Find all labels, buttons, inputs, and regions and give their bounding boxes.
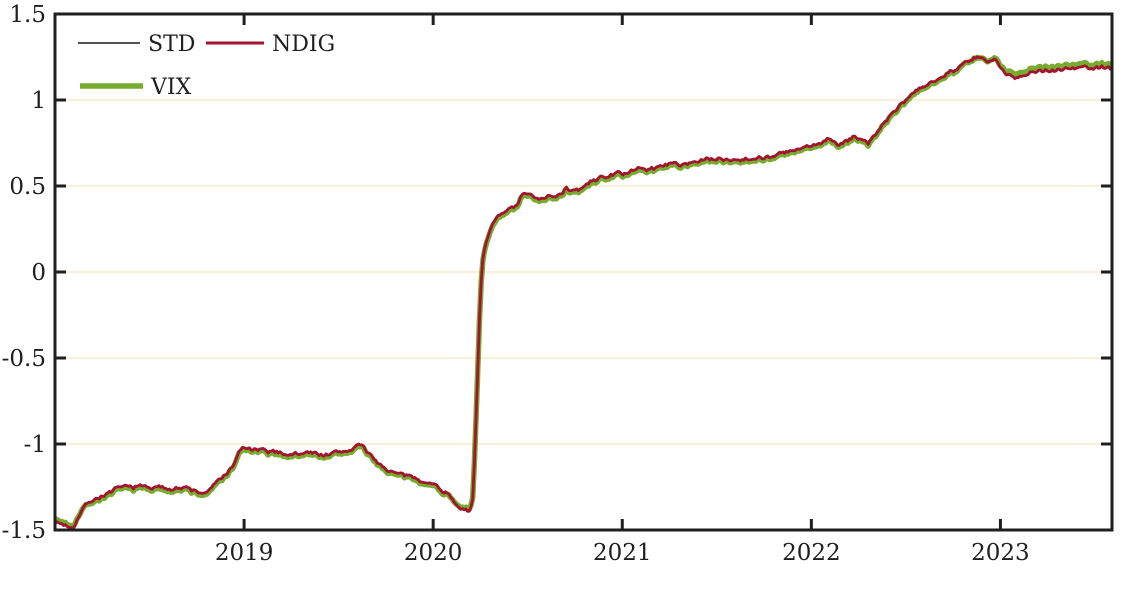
y-tick-label: -1 <box>24 432 46 458</box>
y-tick-label: 0 <box>31 260 46 286</box>
y-tick-label: 0.5 <box>9 174 46 200</box>
legend-label-std: STD <box>148 32 195 57</box>
x-tick-label: 2020 <box>404 540 463 566</box>
x-tick-label: 2023 <box>971 540 1030 566</box>
x-tick-label: 2019 <box>215 540 274 566</box>
y-tick-label: 1.5 <box>9 2 46 28</box>
legend-entry-ndig: NDIG <box>206 32 335 57</box>
x-tick-label: 2022 <box>782 540 841 566</box>
series-group <box>54 54 1113 530</box>
series-line-ndig <box>54 55 1113 530</box>
legend-entry-std: STD <box>78 32 195 57</box>
y-tick-label: -0.5 <box>2 346 46 372</box>
y-tick-label: 1 <box>31 88 46 114</box>
y-tick-label: -1.5 <box>2 518 46 544</box>
legend-label-vix: VIX <box>150 75 192 100</box>
legend-entry-vix: VIX <box>80 75 192 100</box>
legend-label-ndig: NDIG <box>272 32 335 57</box>
x-tick-label: 2021 <box>593 540 652 566</box>
